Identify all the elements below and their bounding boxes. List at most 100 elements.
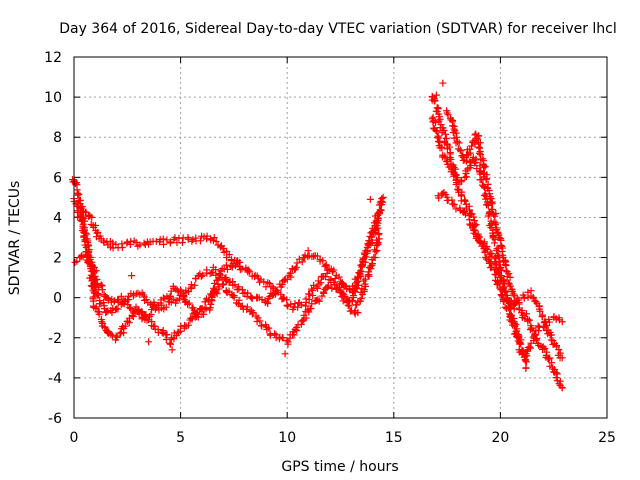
data-point — [357, 272, 365, 280]
data-point — [203, 232, 211, 240]
data-point — [306, 290, 314, 298]
data-point — [260, 278, 268, 286]
data-point — [166, 292, 174, 300]
data-point — [432, 91, 440, 99]
data-point — [558, 354, 566, 362]
data-point — [512, 297, 520, 305]
data-point — [522, 358, 530, 366]
data-point — [166, 340, 174, 348]
data-point — [430, 97, 438, 105]
data-point — [491, 258, 499, 266]
data-point — [208, 291, 216, 299]
data-point — [218, 274, 226, 282]
data-point — [491, 239, 499, 247]
data-point — [444, 111, 452, 119]
data-point — [558, 318, 566, 326]
data-point — [171, 234, 179, 242]
data-point — [256, 317, 264, 325]
data-point — [345, 302, 353, 310]
data-point — [210, 234, 218, 242]
data-point — [236, 266, 244, 274]
data-point — [283, 301, 291, 309]
data-point — [377, 206, 385, 214]
data-point — [77, 216, 85, 224]
data-point — [166, 339, 174, 347]
data-point — [484, 184, 492, 192]
data-point — [264, 279, 272, 287]
data-point — [436, 115, 444, 123]
data-point — [269, 283, 277, 291]
data-point — [546, 354, 554, 362]
data-point — [247, 293, 255, 301]
data-point — [453, 133, 461, 141]
data-point — [272, 331, 280, 339]
data-point — [238, 302, 246, 310]
data-point — [463, 157, 471, 165]
data-point — [89, 263, 97, 271]
data-point — [344, 301, 352, 309]
data-point — [508, 285, 516, 293]
data-point — [191, 281, 199, 289]
data-point — [98, 286, 106, 294]
grid-lines — [74, 57, 607, 418]
data-point — [502, 287, 510, 295]
data-point — [180, 293, 188, 301]
data-point — [538, 313, 546, 321]
data-point — [454, 185, 462, 193]
data-point — [187, 281, 195, 289]
data-point — [118, 244, 126, 252]
data-point — [338, 279, 346, 287]
data-point — [322, 262, 330, 270]
data-point — [491, 212, 499, 220]
data-point — [225, 278, 233, 286]
data-point — [248, 310, 256, 318]
x-tick-labels: 0 5 10 15 20 25 — [70, 430, 616, 446]
data-point — [476, 139, 484, 147]
data-point — [552, 374, 560, 382]
data-point — [179, 289, 187, 297]
data-point — [461, 196, 469, 204]
data-point — [498, 292, 506, 300]
data-point — [98, 318, 106, 326]
data-point — [366, 195, 374, 203]
data-points — [69, 79, 566, 392]
data-point — [321, 262, 329, 270]
data-point — [207, 300, 215, 308]
data-point — [88, 258, 96, 266]
data-point — [354, 309, 362, 317]
data-point — [200, 310, 208, 318]
data-point — [339, 297, 347, 305]
data-point — [333, 285, 341, 293]
data-point — [117, 292, 125, 300]
data-point — [184, 321, 192, 329]
data-point — [249, 308, 257, 316]
data-point — [364, 240, 372, 248]
data-point — [513, 294, 521, 302]
data-point — [371, 222, 379, 230]
data-point — [375, 210, 383, 218]
data-point — [481, 163, 489, 171]
data-point — [266, 280, 274, 288]
data-point — [228, 263, 236, 271]
data-point — [314, 284, 322, 292]
data-point — [108, 309, 116, 317]
data-point — [159, 235, 167, 243]
data-point — [71, 258, 79, 266]
data-point — [357, 268, 365, 276]
data-point — [278, 281, 286, 289]
y-tick-label: 4 — [53, 210, 62, 226]
data-point — [225, 251, 233, 259]
data-point — [112, 332, 120, 340]
data-point — [465, 212, 473, 220]
data-point — [71, 180, 79, 188]
data-point — [103, 327, 111, 335]
data-point — [525, 316, 533, 324]
data-point — [486, 194, 494, 202]
data-point — [85, 213, 93, 221]
data-point — [501, 261, 509, 269]
data-point — [505, 280, 513, 288]
data-point — [545, 355, 553, 363]
chart-title: Day 364 of 2016, Sidereal Day-to-day VTE… — [59, 21, 617, 37]
data-point — [257, 322, 265, 330]
data-point — [212, 286, 220, 294]
